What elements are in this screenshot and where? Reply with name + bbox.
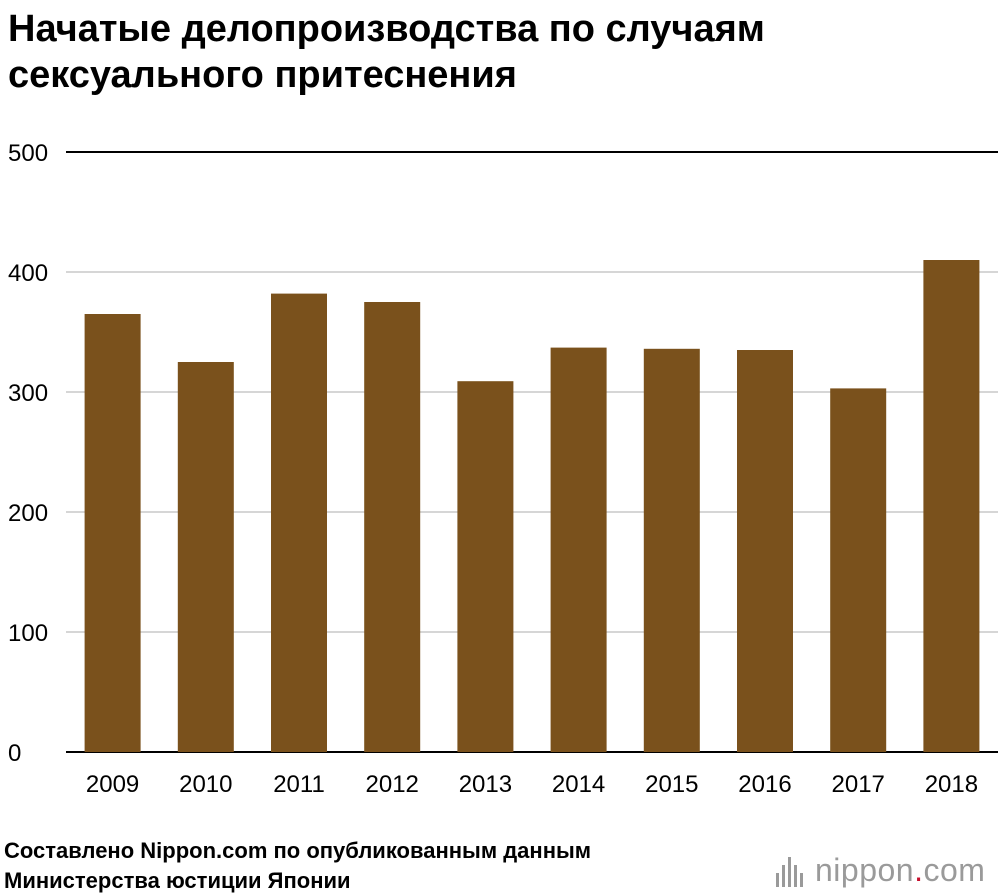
x-tick-label: 2016 <box>738 771 791 798</box>
y-tick-label: 200 <box>8 500 48 527</box>
source-line-1: Составлено Nippon.com по опубликованным … <box>4 838 592 863</box>
chart-title: Начатые делопроизводства по случаям секс… <box>8 6 968 98</box>
y-axis-tick-labels: 0 100 200 300 400 500 <box>8 140 48 767</box>
bar-2011 <box>271 293 327 752</box>
bar-2010 <box>177 362 234 752</box>
chart-title-line-1: Начатые делопроизводства по случаям <box>8 8 765 50</box>
logo-wordmark: nippon.com <box>815 852 985 889</box>
x-tick-label: 2010 <box>179 771 232 798</box>
bar-chart: 0 100 200 300 400 500 2009 2010 2011 2012 2013 201… <box>8 140 998 798</box>
source-line-2: Министерства юстиции Японии <box>4 868 351 893</box>
bar-2018 <box>923 260 980 752</box>
y-tick-label: 300 <box>8 380 48 407</box>
bar-2009 <box>84 314 141 752</box>
bar-2013 <box>457 381 514 752</box>
nippon-bars-icon <box>776 853 803 887</box>
x-tick-label: 2017 <box>832 771 885 798</box>
bar-2014 <box>550 347 607 752</box>
source-note: Составлено Nippon.com по опубликованным … <box>4 836 764 896</box>
y-tick-label: 0 <box>8 740 21 767</box>
bar-2017 <box>830 388 887 752</box>
x-tick-label: 2011 <box>273 771 325 798</box>
x-tick-label: 2018 <box>925 771 978 798</box>
x-tick-label: 2015 <box>645 771 698 798</box>
nippon-logo: nippon.com <box>776 848 985 892</box>
x-tick-label: 2013 <box>459 771 512 798</box>
x-tick-label: 2014 <box>552 771 605 798</box>
bars <box>84 260 980 752</box>
x-tick-label: 2012 <box>366 771 419 798</box>
y-tick-label: 400 <box>8 260 48 287</box>
logo-suffix: com <box>923 851 986 888</box>
y-tick-label: 500 <box>8 140 48 167</box>
logo-name: nippon <box>815 851 915 888</box>
y-tick-label: 100 <box>8 620 48 647</box>
bar-2016 <box>737 350 793 752</box>
x-axis-tick-labels: 2009 2010 2011 2012 2013 2014 2015 2016 2017 2018 <box>86 771 978 798</box>
bar-2012 <box>364 302 421 752</box>
logo-dot: . <box>914 851 924 888</box>
x-tick-label: 2009 <box>86 771 139 798</box>
chart-title-line-2: сексуального притеснения <box>8 54 517 96</box>
bar-2015 <box>643 348 700 752</box>
